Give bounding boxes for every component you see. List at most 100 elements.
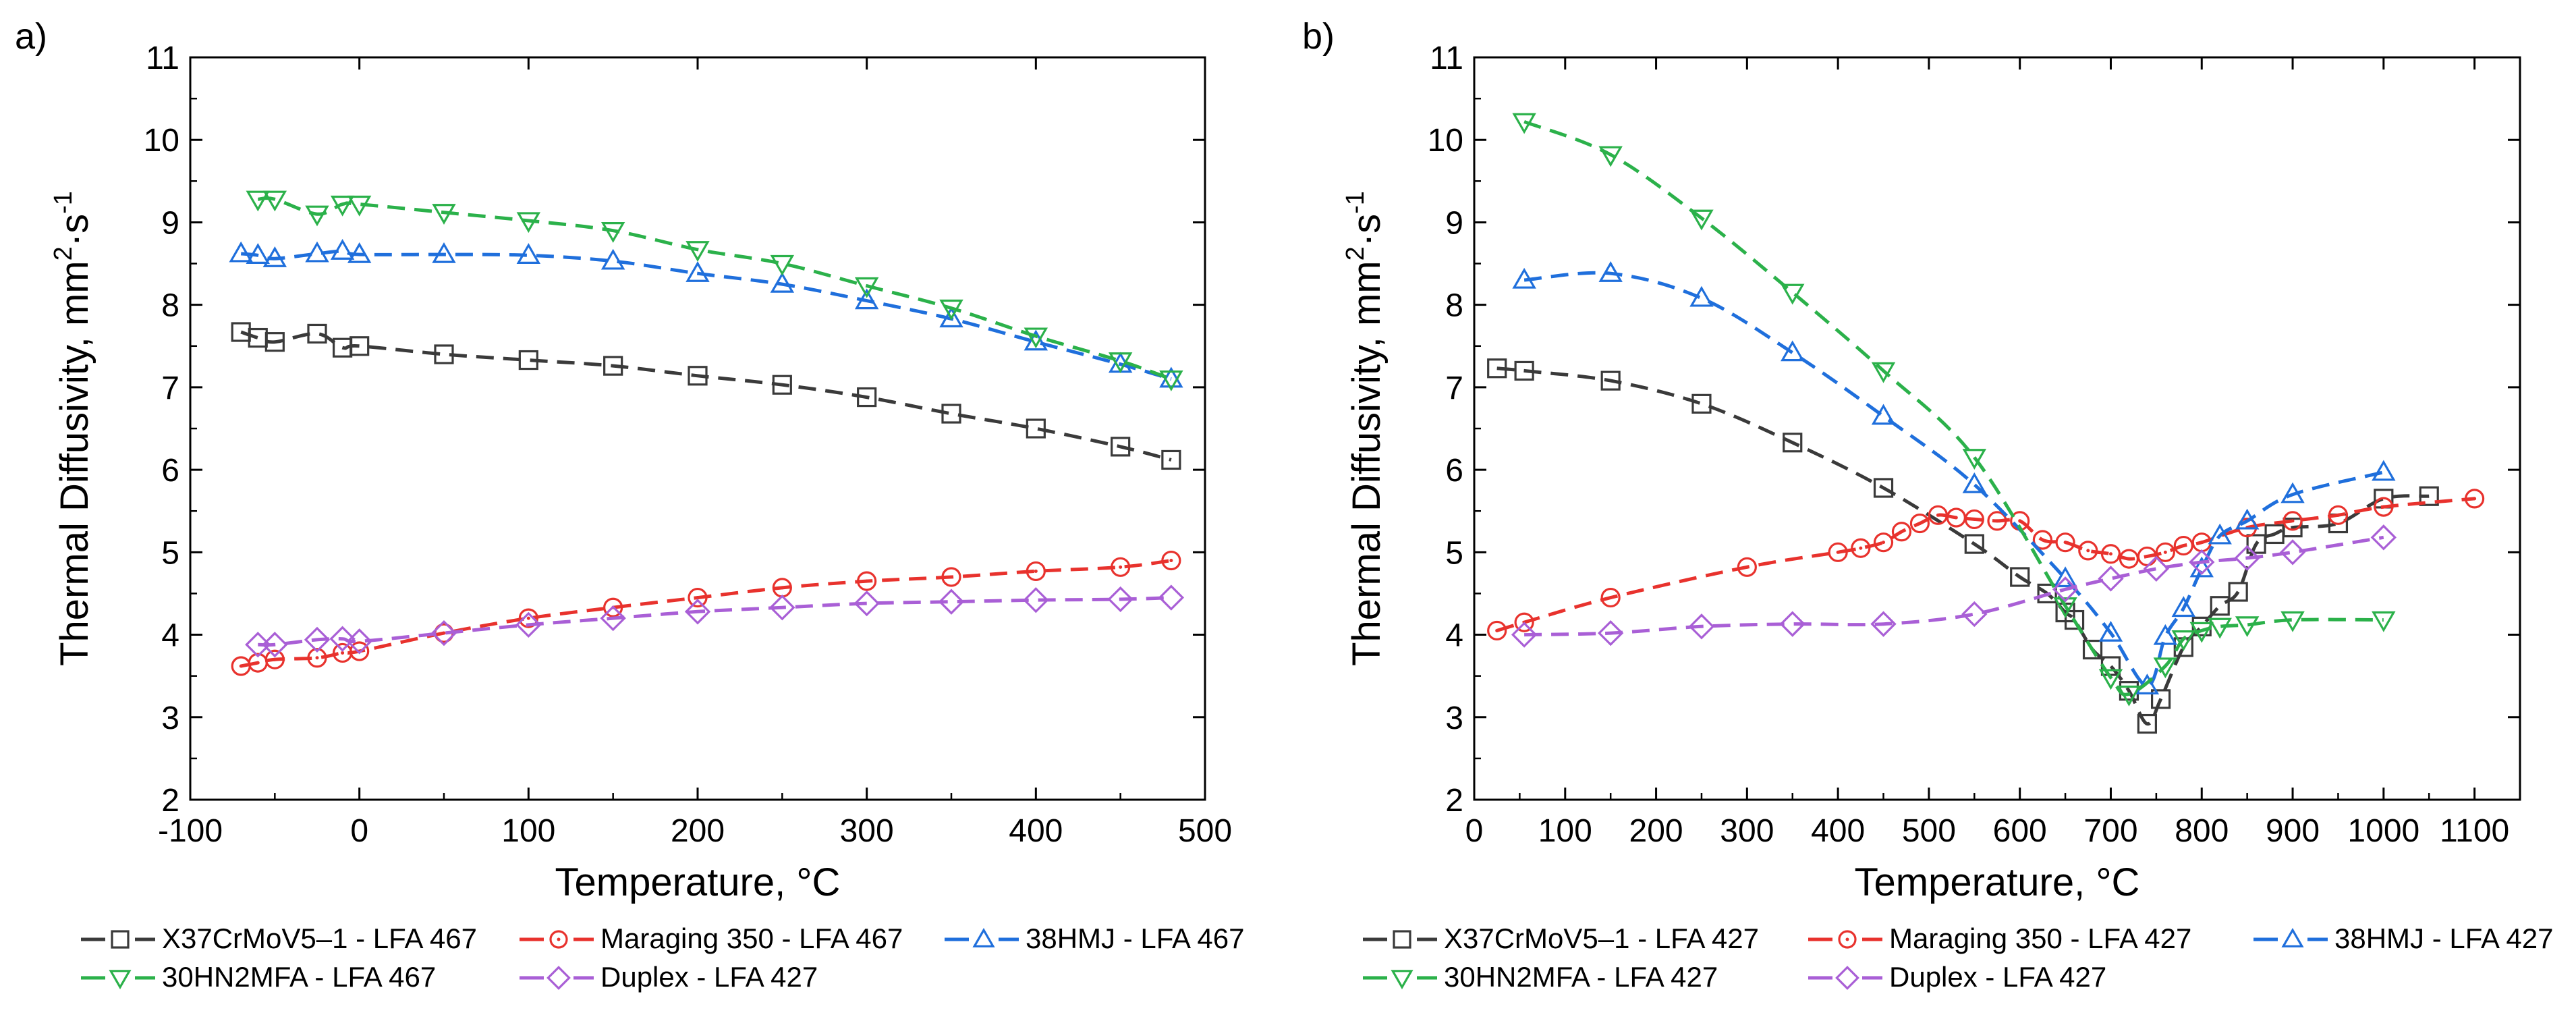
series-line	[1523, 271, 2384, 688]
data-point-dot	[2473, 497, 2477, 501]
series-0	[1487, 358, 2439, 734]
data-point	[264, 649, 285, 669]
data-point	[305, 205, 329, 227]
data-point-dot	[2336, 513, 2340, 517]
data-point	[330, 195, 355, 217]
data-point	[1600, 587, 1621, 608]
data-point	[1828, 542, 1848, 562]
data-point	[2189, 549, 2215, 576]
data-point	[857, 571, 877, 591]
panel-a: a) -100 0 100 200 300 400 500 2 3 4 5 6 7 8 9 10 11 Temper…	[15, 16, 1245, 993]
panel-b: b) 0 100 200 300 400 500 600 700 800 900 1000 1100 2 3…	[1302, 16, 2554, 993]
data-point	[2037, 583, 2057, 604]
data-point	[2171, 630, 2196, 651]
data-point-dot	[2163, 550, 2167, 554]
y-tick-label: 2	[161, 783, 179, 819]
data-point	[2064, 609, 2085, 630]
data-point	[1783, 433, 1803, 453]
series-1	[231, 550, 1181, 676]
data-point	[1689, 285, 1714, 307]
data-point-dot	[2127, 557, 2131, 561]
data-point-dot	[341, 651, 345, 655]
y-axis-label-sup1: 2	[49, 246, 78, 260]
legend-label: 38HMJ - LFA 467	[1026, 923, 1245, 954]
data-point	[603, 597, 623, 617]
series-0	[231, 322, 1181, 470]
x-tick-label: 700	[2083, 813, 2137, 849]
data-point	[857, 387, 877, 408]
data-point-dot	[1899, 530, 1903, 534]
data-point	[688, 587, 708, 608]
data-point	[515, 611, 542, 638]
series-line	[1523, 119, 2384, 696]
data-point	[2189, 622, 2214, 643]
legend-marker-dot	[557, 937, 561, 941]
y-tick-label: 6	[1445, 453, 1463, 489]
x-tick-label: -100	[158, 813, 223, 849]
data-point	[1108, 352, 1133, 373]
data-point	[1689, 209, 1714, 231]
series-line	[240, 249, 1172, 381]
data-point	[245, 632, 271, 658]
legend-marker	[109, 970, 132, 990]
data-point	[1511, 622, 1538, 648]
data-point	[516, 243, 541, 264]
data-point	[1737, 557, 1757, 577]
data-point	[1598, 146, 1623, 167]
data-point	[600, 248, 625, 270]
y-tick-label: 4	[1445, 618, 1463, 654]
data-point	[346, 628, 372, 655]
panel-label: b)	[1302, 16, 1335, 57]
data-point	[2208, 617, 2232, 639]
y-tick-label: 3	[161, 700, 179, 736]
data-point	[1161, 550, 1181, 571]
data-point-dot	[2086, 549, 2090, 553]
y-tick-label: 10	[1428, 123, 1463, 159]
data-point	[1512, 267, 1536, 289]
data-point	[2137, 713, 2157, 734]
data-point	[2283, 518, 2303, 538]
data-point	[603, 356, 623, 376]
data-point	[688, 366, 708, 386]
legend-marker-dot	[1845, 937, 1849, 941]
y-tick-label: 2	[1445, 783, 1463, 819]
data-point-dot	[239, 664, 243, 668]
legend: X37CrMoV5–1 - LFA 427 Maraging 350 - LFA …	[1363, 923, 2554, 993]
legend-marker	[1835, 966, 1859, 990]
y-axis-label: Thermal Diffusivity, mm2·s-1	[49, 191, 96, 666]
data-point	[2153, 657, 2178, 679]
x-tick-label: 200	[1629, 813, 1683, 849]
series-line	[240, 559, 1172, 668]
x-tick-label: 0	[1465, 813, 1484, 849]
x-tick-label: 400	[1811, 813, 1865, 849]
data-point-dot	[1882, 541, 1886, 545]
data-point	[1909, 513, 1930, 534]
x-tick-label: 800	[2175, 813, 2229, 849]
data-point	[1487, 620, 1507, 641]
data-point	[2100, 544, 2121, 564]
data-point	[264, 332, 285, 352]
series-2	[229, 239, 1183, 388]
data-point	[518, 350, 538, 370]
data-point-dot	[780, 586, 784, 590]
data-point-dot	[1608, 596, 1613, 600]
series-4	[1511, 524, 2397, 648]
data-point	[1961, 601, 1988, 628]
data-point-dot	[315, 656, 319, 660]
data-point-dot	[1169, 559, 1173, 563]
x-axis-label: Temperature, °C	[555, 860, 841, 904]
y-tick-label: 6	[161, 453, 179, 489]
data-point	[1962, 472, 1987, 493]
data-point-dot	[2063, 541, 2067, 545]
data-point	[1871, 362, 1896, 383]
data-point	[2171, 596, 2196, 617]
data-point-dot	[1495, 628, 1499, 632]
legend-label: 38HMJ - LFA 427	[2334, 923, 2554, 954]
data-point	[2117, 685, 2141, 707]
data-point	[2151, 689, 2171, 709]
data-point	[1779, 611, 1805, 637]
data-point	[2053, 566, 2077, 588]
y-tick-label: 5	[1445, 535, 1463, 571]
data-point	[2053, 597, 2077, 618]
